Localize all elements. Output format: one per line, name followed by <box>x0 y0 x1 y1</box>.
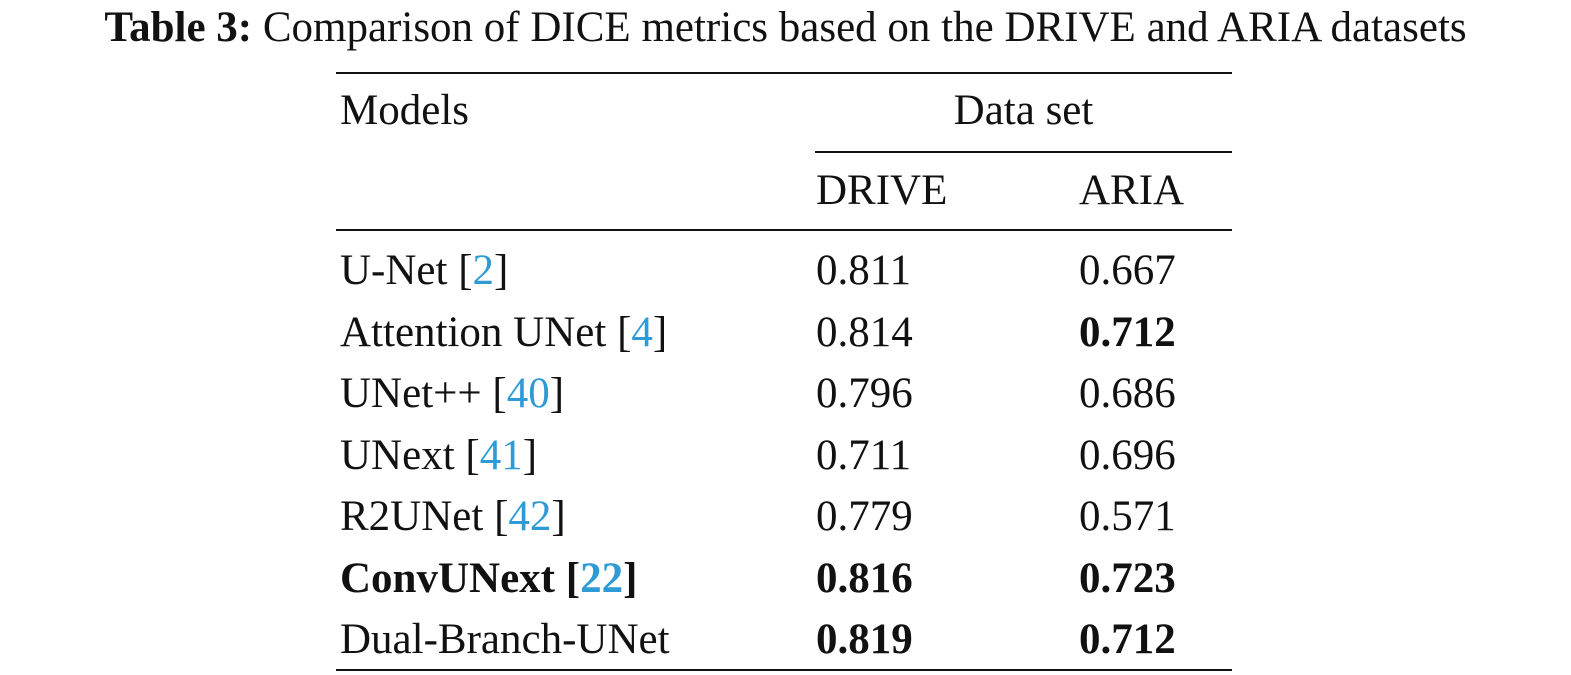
drive-value: 0.814 <box>816 308 913 356</box>
table-caption: Table 3: Comparison of DICE metrics base… <box>0 2 1571 54</box>
drive-value: 0.816 <box>816 554 913 602</box>
row-model-cell: UNet++ [40] <box>340 370 565 417</box>
table-top-rule <box>336 72 1232 74</box>
drive-value: 0.779 <box>816 493 913 540</box>
model-name: UNext <box>340 431 455 479</box>
aria-value: 0.723 <box>1079 554 1176 602</box>
citation-link[interactable]: 22 <box>580 554 624 602</box>
header-dataset-group: Data set <box>953 87 1094 134</box>
aria-value: 0.667 <box>1079 247 1176 294</box>
table-caption-text: Comparison of DICE metrics based on the … <box>262 4 1467 51</box>
header-drive: DRIVE <box>816 167 948 214</box>
drive-value: 0.711 <box>816 431 912 479</box>
row-model-cell: ConvUNext [22] <box>340 554 638 602</box>
table-bottom-rule <box>336 669 1232 671</box>
citation-link[interactable]: 40 <box>506 370 550 417</box>
citation-link[interactable]: 41 <box>479 431 523 479</box>
model-name: R2UNet <box>340 493 484 540</box>
row-model-cell: Attention UNet [4] <box>340 308 668 356</box>
table-header-rule <box>336 229 1232 231</box>
row-model-cell: UNext [41] <box>340 431 538 479</box>
model-name: Dual-Branch-UNet <box>340 616 670 663</box>
drive-value: 0.819 <box>816 616 913 663</box>
aria-value: 0.712 <box>1079 308 1176 356</box>
citation-link[interactable]: 42 <box>508 493 552 540</box>
citation-link[interactable]: 2 <box>472 247 495 294</box>
aria-value: 0.686 <box>1079 370 1176 417</box>
row-model-cell: U-Net [2] <box>340 247 509 294</box>
drive-value: 0.796 <box>816 370 913 417</box>
row-model-cell: Dual-Branch-UNet <box>340 615 670 665</box>
citation-link[interactable]: 4 <box>631 308 653 356</box>
aria-value: 0.696 <box>1079 431 1176 479</box>
row-model-cell: R2UNet [42] <box>340 493 566 540</box>
table-label: Table 3: <box>104 4 253 51</box>
drive-value: 0.811 <box>816 247 912 294</box>
model-name: ConvUNext <box>340 554 555 602</box>
model-name: Attention UNet <box>340 308 607 356</box>
aria-value: 0.571 <box>1079 493 1176 540</box>
model-name: UNet++ <box>340 370 482 417</box>
model-name: U-Net <box>340 247 448 294</box>
aria-value: 0.712 <box>1079 616 1176 663</box>
header-models: Models <box>340 87 469 134</box>
dataset-group-rule <box>815 151 1232 153</box>
header-aria: ARIA <box>1079 167 1185 214</box>
